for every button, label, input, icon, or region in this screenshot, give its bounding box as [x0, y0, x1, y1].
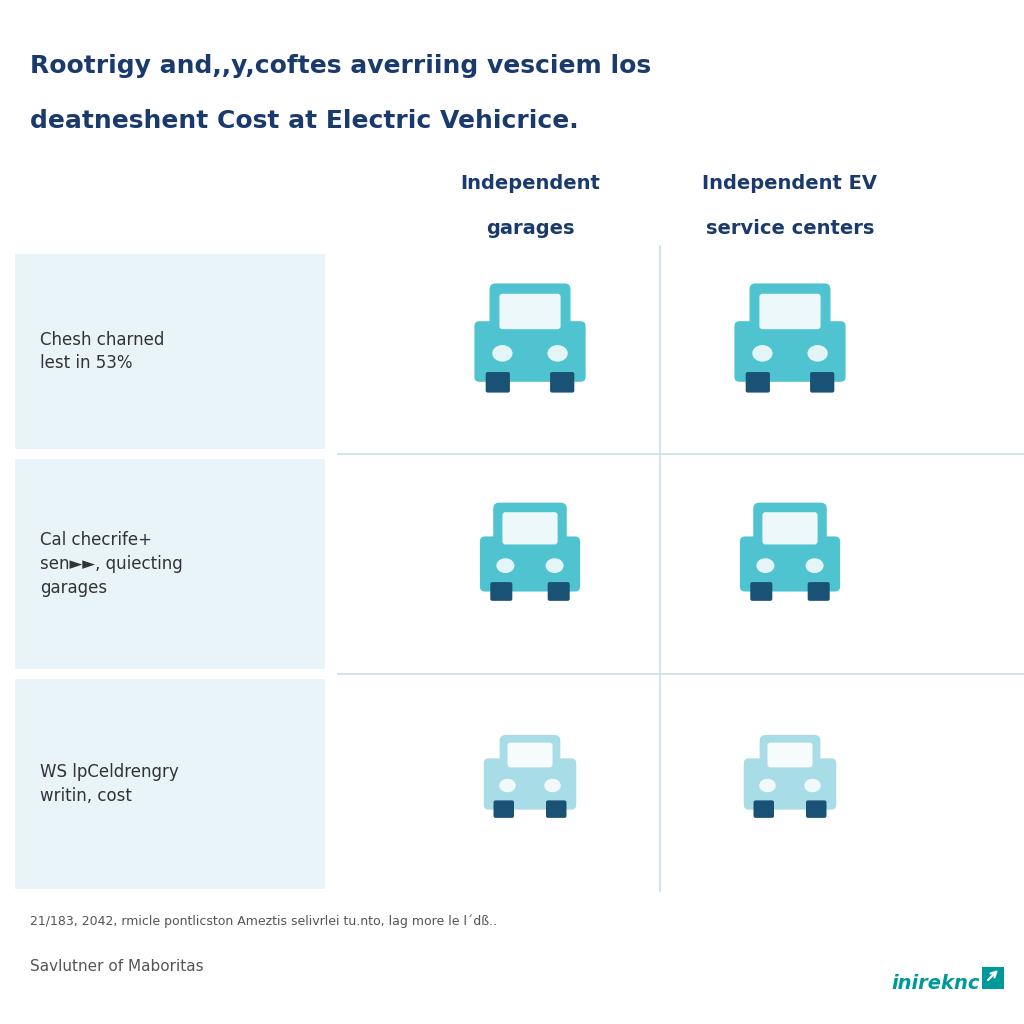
Ellipse shape	[548, 345, 567, 361]
FancyBboxPatch shape	[489, 284, 570, 337]
Text: Savlutner of Maboritas: Savlutner of Maboritas	[30, 959, 204, 974]
FancyBboxPatch shape	[494, 503, 566, 552]
FancyBboxPatch shape	[494, 801, 514, 818]
FancyBboxPatch shape	[810, 372, 835, 392]
FancyBboxPatch shape	[508, 742, 553, 767]
FancyBboxPatch shape	[474, 322, 586, 382]
FancyBboxPatch shape	[15, 254, 325, 449]
FancyBboxPatch shape	[743, 759, 837, 810]
Ellipse shape	[544, 778, 561, 793]
Ellipse shape	[757, 558, 774, 573]
Ellipse shape	[759, 778, 776, 793]
Ellipse shape	[500, 778, 516, 793]
Text: Independent EV: Independent EV	[702, 174, 878, 193]
FancyBboxPatch shape	[503, 512, 558, 545]
FancyBboxPatch shape	[806, 801, 826, 818]
FancyBboxPatch shape	[745, 372, 770, 392]
FancyBboxPatch shape	[546, 801, 566, 818]
Ellipse shape	[804, 778, 821, 793]
FancyBboxPatch shape	[740, 537, 840, 592]
Text: Rootrigy and,,y,coftes averriing vesciem los: Rootrigy and,,y,coftes averriing vesciem…	[30, 54, 651, 78]
FancyBboxPatch shape	[982, 967, 1004, 989]
Text: inireknc: inireknc	[892, 974, 980, 993]
Text: deatneshent Cost at Electric Vehicrice.: deatneshent Cost at Electric Vehicrice.	[30, 109, 579, 133]
Ellipse shape	[493, 345, 513, 361]
FancyBboxPatch shape	[485, 372, 510, 392]
FancyBboxPatch shape	[763, 512, 817, 545]
Ellipse shape	[806, 558, 823, 573]
Text: Chesh charned
lest in 53%: Chesh charned lest in 53%	[40, 331, 165, 373]
Ellipse shape	[808, 345, 827, 361]
FancyBboxPatch shape	[15, 679, 325, 889]
FancyBboxPatch shape	[548, 582, 569, 601]
FancyBboxPatch shape	[768, 742, 812, 767]
Text: garages: garages	[485, 219, 574, 238]
FancyBboxPatch shape	[754, 801, 774, 818]
Text: 21/183, 2042, rmicle pontlicston Ameztis selivrlei tu.nto, lag more le l´dß..: 21/183, 2042, rmicle pontlicston Ameztis…	[30, 914, 497, 928]
FancyBboxPatch shape	[483, 759, 577, 810]
FancyBboxPatch shape	[808, 582, 829, 601]
FancyBboxPatch shape	[15, 459, 325, 669]
Ellipse shape	[546, 558, 563, 573]
FancyBboxPatch shape	[734, 322, 846, 382]
FancyBboxPatch shape	[750, 284, 830, 337]
FancyBboxPatch shape	[550, 372, 574, 392]
Text: WS lpCeldrengry
writin, cost: WS lpCeldrengry writin, cost	[40, 763, 179, 805]
FancyBboxPatch shape	[480, 537, 581, 592]
Text: Cal checrife+
sen►►, quiecting
garages: Cal checrife+ sen►►, quiecting garages	[40, 531, 182, 597]
FancyBboxPatch shape	[760, 735, 820, 773]
Ellipse shape	[753, 345, 772, 361]
FancyBboxPatch shape	[754, 503, 826, 552]
FancyBboxPatch shape	[490, 582, 512, 601]
Text: service centers: service centers	[706, 219, 874, 238]
FancyBboxPatch shape	[500, 735, 560, 773]
FancyBboxPatch shape	[760, 294, 820, 329]
Ellipse shape	[497, 558, 514, 573]
Text: Independent: Independent	[460, 174, 600, 193]
FancyBboxPatch shape	[500, 294, 560, 329]
FancyBboxPatch shape	[751, 582, 772, 601]
